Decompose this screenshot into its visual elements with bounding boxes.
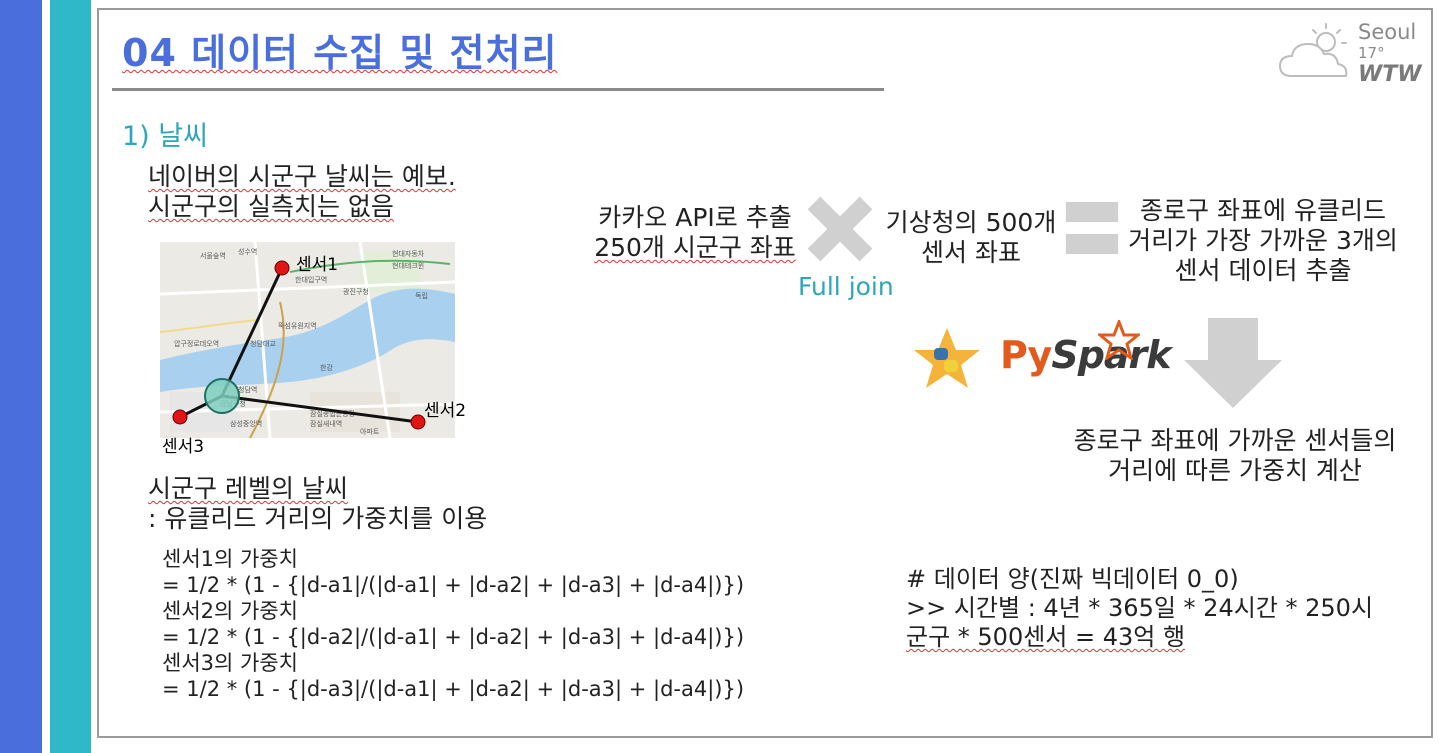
sensor-map: 서울숲역 성수역 현대자동차 현대테크윈 한대입구역 광진구청 독립 뚝섬유원지… — [160, 242, 455, 438]
target-district-marker — [204, 378, 240, 414]
map-label: 아파트 — [360, 427, 380, 436]
map-label: 서울숲역 — [200, 251, 226, 260]
weight-formula: = 1/2 * (1 - {|d-a2|/(|d-a1| + |d-a2| + … — [162, 625, 745, 649]
sensor-3-marker — [172, 409, 188, 425]
weight-label: 센서1의 가중치 — [162, 547, 298, 571]
weight-formulas: 센서1의 가중치 = 1/2 * (1 - {|d-a1|/(|d-a1| + … — [162, 546, 744, 702]
weight-formula: = 1/2 * (1 - {|d-a1|/(|d-a1| + |d-a2| + … — [162, 573, 745, 597]
data-volume-text: # 데이터 양(진짜 빅데이터 0_0) >> 시간별 : 4년 * 365일 … — [906, 565, 1374, 651]
python-star-logo — [914, 328, 980, 388]
weight-label: 센서3의 가중치 — [162, 651, 298, 675]
sensor-2-label: 센서2 — [424, 401, 467, 421]
left-accent-bar-teal — [50, 0, 91, 753]
sensor-3-label: 센서3 — [162, 437, 205, 457]
spark-star-icon — [1098, 320, 1140, 360]
weight-label: 센서2의 가중치 — [162, 599, 298, 623]
map-label: 현대자동차 — [392, 249, 425, 258]
weather-city: Seoul — [1358, 20, 1417, 44]
sensor-1-marker — [274, 260, 290, 276]
map-label: 청담대교 — [250, 339, 276, 348]
map-label: 성수역 — [238, 247, 257, 256]
section-heading: 1) 날씨 — [122, 121, 208, 152]
cross-join-icon — [807, 196, 873, 262]
pyspark-logo: PySpark — [1000, 333, 1172, 377]
map-label: 잠실종합운동장 — [310, 409, 356, 418]
intro-line-1: 네이버의 시군구 날씨는 예보. — [148, 162, 456, 191]
map-label: 독립 — [415, 292, 428, 300]
equals-icon — [1066, 202, 1118, 254]
full-join-label: Full join — [798, 272, 894, 301]
map-label: 잠실새내역 — [310, 419, 342, 428]
method-line-1: 시군구 레벨의 날씨 — [148, 474, 348, 503]
title-divider — [112, 88, 884, 91]
method-text: 시군구 레벨의 날씨 : 유클리드 거리의 가중치를 이용 — [148, 474, 487, 534]
weather-temp: 17° — [1358, 44, 1385, 62]
brand-logo-text: WTW — [1358, 62, 1422, 87]
map-label: 한강 — [320, 363, 333, 372]
sensor-2-marker — [410, 414, 426, 430]
method-line-2: : 유클리드 거리의 가중치를 이용 — [148, 504, 488, 533]
intro-text: 네이버의 시군구 날씨는 예보. 시군구의 실측치는 없음 — [148, 162, 456, 222]
kma-sensor-text: 기상청의 500개 센서 좌표 — [885, 208, 1057, 267]
page-title: 04 데이터 수집 및 전처리 — [122, 31, 558, 75]
left-accent-bar-blue — [0, 0, 42, 753]
sensor-1-label: 센서1 — [296, 255, 339, 275]
map-label: 광진구청 — [343, 287, 369, 296]
intro-line-2: 시군구의 실측치는 없음 — [148, 192, 394, 221]
map-label: 삼성중앙역 — [230, 419, 262, 428]
map-label: 현대테크윈 — [392, 261, 424, 270]
kakao-coords-text: 카카오 API로 추출 250개 시군구 좌표 — [594, 203, 796, 262]
map-label: 압구정로데오역 — [174, 339, 219, 348]
weight-formula: = 1/2 * (1 - {|d-a3|/(|d-a1| + |d-a2| + … — [162, 677, 745, 701]
cloud-sun-icon — [1278, 23, 1348, 77]
weight-calc-text: 종로구 좌표에 가까운 센서들의 거리에 따른 가중치 계산 — [1073, 426, 1397, 485]
result-text: 종로구 좌표에 유클리드 거리가 가장 가까운 3개의 센서 데이터 추출 — [1128, 196, 1398, 285]
down-arrow-icon — [1184, 318, 1282, 408]
map-label: 뚝섬유원지역 — [278, 321, 317, 330]
map-label: 청담역 — [238, 385, 257, 394]
map-label: 한대입구역 — [295, 275, 327, 284]
